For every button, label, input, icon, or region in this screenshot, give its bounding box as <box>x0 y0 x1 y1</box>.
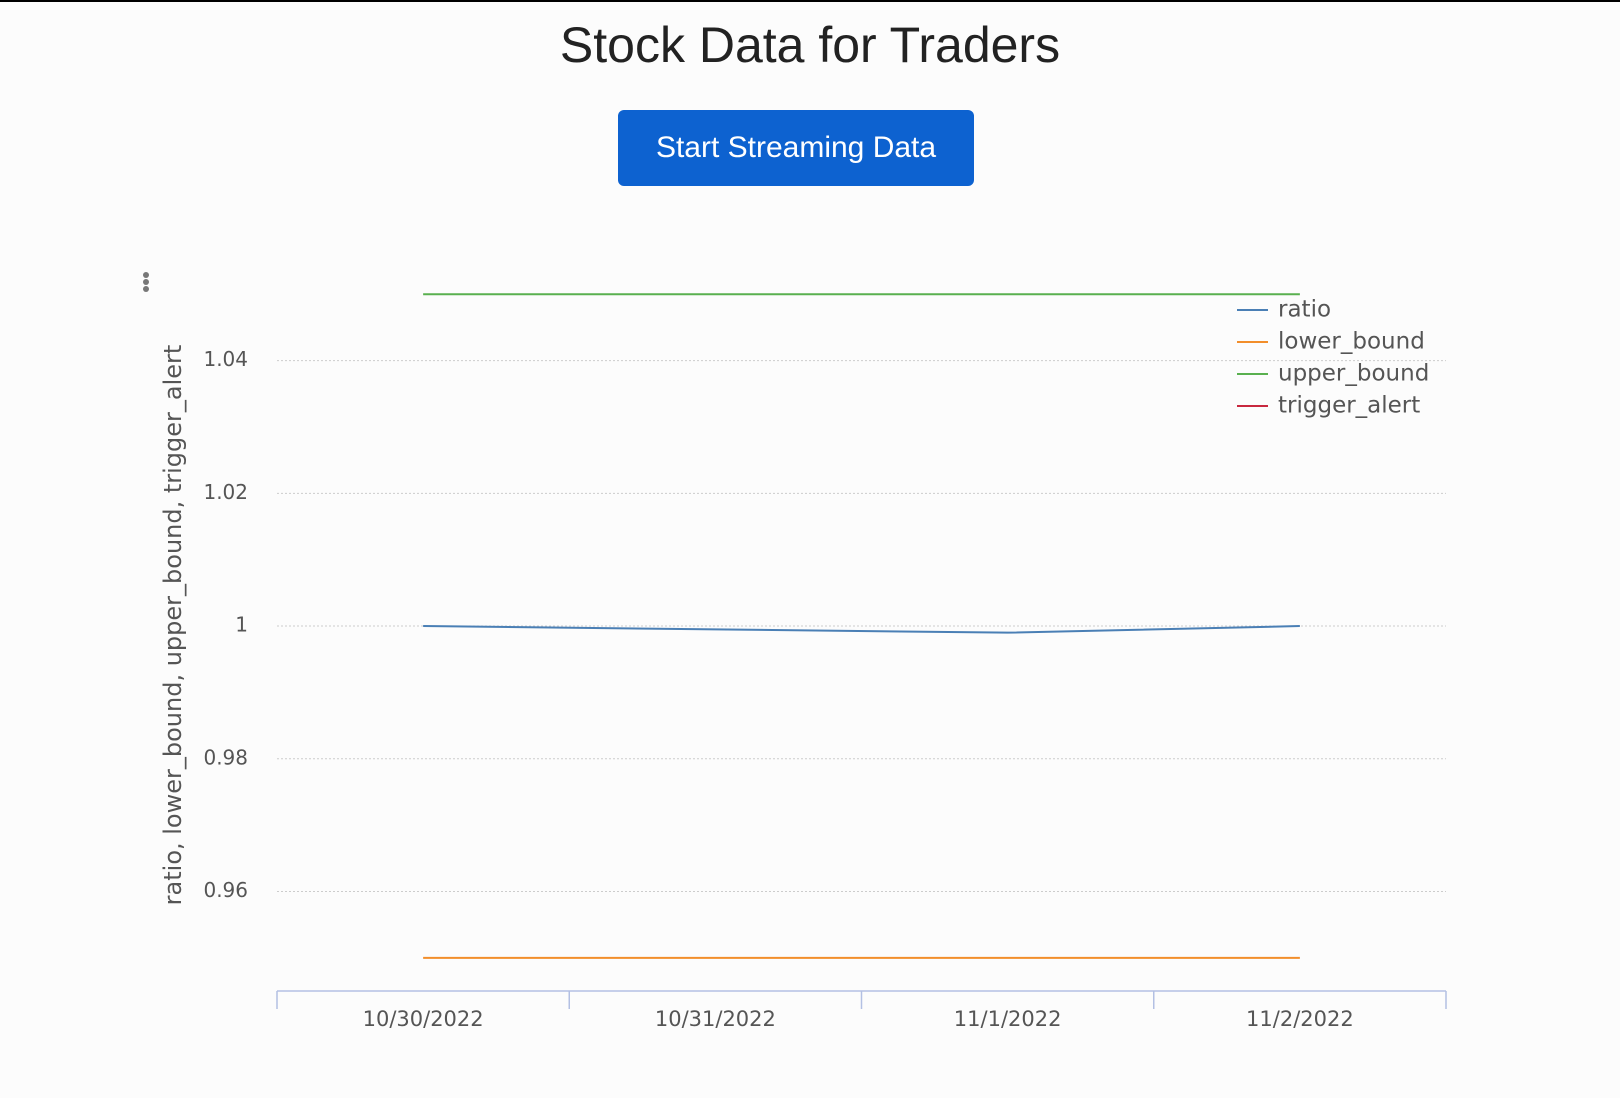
x-tick-label: 10/31/2022 <box>655 1007 776 1031</box>
menu-dot[interactable] <box>143 272 149 278</box>
series-line <box>423 625 1300 634</box>
x-tick-label: 11/2/2022 <box>1246 1007 1354 1031</box>
menu-dot[interactable] <box>143 279 149 285</box>
y-tick-label: 1 <box>235 613 248 637</box>
y-axis-title: ratio, lower_bound, upper_bound, trigger… <box>159 345 187 906</box>
page-title: Stock Data for Traders <box>559 17 1061 73</box>
legend-label: trigger_alert <box>1278 393 1420 419</box>
y-tick-label: 1.02 <box>203 480 248 504</box>
x-tick-label: 11/1/2022 <box>954 1007 1062 1031</box>
legend-label: upper_bound <box>1278 361 1429 387</box>
legend-label: ratio <box>1278 297 1331 323</box>
start-streaming-button[interactable]: Start Streaming Data <box>618 110 974 186</box>
x-tick-label: 10/30/2022 <box>363 1007 484 1031</box>
legend-label: lower_bound <box>1278 329 1425 355</box>
y-tick-label: 1.04 <box>203 347 248 371</box>
menu-dot[interactable] <box>143 286 149 292</box>
y-tick-label: 0.98 <box>203 745 248 769</box>
y-tick-label: 0.96 <box>203 878 248 902</box>
